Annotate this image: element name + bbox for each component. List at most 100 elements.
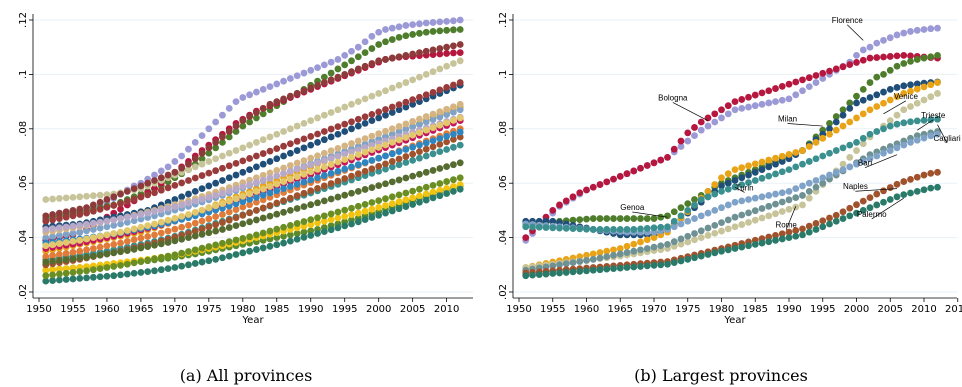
data-point: [388, 200, 396, 208]
y-tick-label: .12: [498, 12, 509, 28]
data-point: [157, 240, 165, 248]
data-point: [382, 209, 389, 217]
data-point: [443, 43, 451, 51]
data-point: [375, 114, 383, 122]
data-point: [361, 119, 369, 127]
x-tick-label: 1995: [810, 304, 835, 315]
data-point: [920, 83, 928, 91]
data-point: [422, 19, 430, 27]
data-point: [785, 234, 793, 242]
data-point: [422, 145, 430, 153]
data-point: [450, 42, 457, 50]
data-point: [327, 195, 335, 203]
data-point: [49, 225, 56, 233]
data-point: [151, 241, 158, 249]
data-point: [650, 215, 658, 222]
data-point: [765, 238, 773, 246]
data-point: [327, 109, 335, 116]
data-point: [157, 266, 165, 274]
data-point: [314, 174, 321, 182]
annotation-arrow: [864, 154, 898, 168]
data-point: [293, 147, 301, 154]
data-point: [83, 192, 90, 200]
data-point: [205, 243, 213, 250]
data-point: [429, 150, 437, 158]
data-point: [130, 212, 138, 220]
data-point: [375, 28, 383, 36]
data-point: [927, 184, 935, 192]
data-point: [348, 172, 355, 180]
data-point: [805, 158, 813, 165]
data-point: [549, 224, 557, 232]
data-point: [429, 188, 437, 196]
data-point: [805, 228, 813, 236]
data-point: [650, 159, 658, 167]
data-point: [853, 201, 860, 209]
data-point: [293, 173, 301, 181]
data-point: [185, 166, 192, 174]
data-point: [422, 139, 430, 147]
data-point: [456, 49, 464, 57]
data-point: [314, 184, 321, 192]
data-point: [920, 186, 928, 194]
data-point: [286, 175, 294, 183]
data-point: [893, 111, 901, 119]
data-point: [684, 137, 692, 145]
data-point: [436, 65, 444, 73]
data-point: [388, 84, 396, 92]
data-point: [388, 178, 396, 186]
data-point: [171, 214, 179, 222]
data-point: [239, 235, 247, 242]
data-point: [191, 187, 199, 195]
data-point: [49, 216, 56, 224]
data-point: [76, 268, 84, 275]
data-point: [395, 176, 403, 184]
data-point: [368, 117, 376, 125]
data-point: [429, 116, 437, 123]
data-point: [293, 122, 301, 130]
data-point: [610, 175, 617, 183]
data-point: [130, 217, 138, 225]
x-tick-label: 1960: [94, 304, 119, 315]
data-point: [273, 155, 281, 163]
data-point: [69, 222, 77, 230]
data-point: [96, 273, 104, 281]
data-point: [535, 223, 543, 231]
data-point: [388, 163, 396, 171]
data-point: [630, 240, 638, 248]
data-point: [239, 220, 247, 228]
data-point: [246, 201, 254, 209]
y-tick-label: .08: [498, 121, 509, 137]
data-point: [637, 215, 644, 222]
data-point: [429, 167, 437, 174]
data-point: [416, 170, 423, 178]
data-point: [758, 239, 766, 247]
data-point: [348, 118, 355, 126]
data-point: [212, 227, 220, 235]
data-point: [266, 242, 274, 250]
data-point: [603, 226, 611, 233]
data-point: [765, 156, 773, 164]
data-point: [110, 221, 118, 229]
data-point: [300, 69, 308, 77]
data-point: [859, 197, 867, 205]
data-point: [205, 158, 213, 165]
data-point: [171, 158, 179, 165]
data-point: [198, 172, 206, 179]
data-point: [341, 206, 349, 214]
data-point: [341, 71, 349, 78]
data-point: [758, 89, 766, 97]
y-tick-label: .06: [18, 175, 29, 191]
data-point: [354, 98, 362, 105]
data-point: [76, 236, 84, 244]
data-point: [765, 192, 773, 199]
data-point: [886, 117, 894, 125]
data-point: [354, 218, 362, 226]
data-point: [724, 246, 732, 254]
data-point: [212, 179, 220, 187]
series: [42, 49, 464, 244]
data-point: [348, 100, 355, 108]
data-point: [157, 186, 165, 194]
data-point: [697, 212, 705, 220]
data-point: [361, 62, 369, 70]
